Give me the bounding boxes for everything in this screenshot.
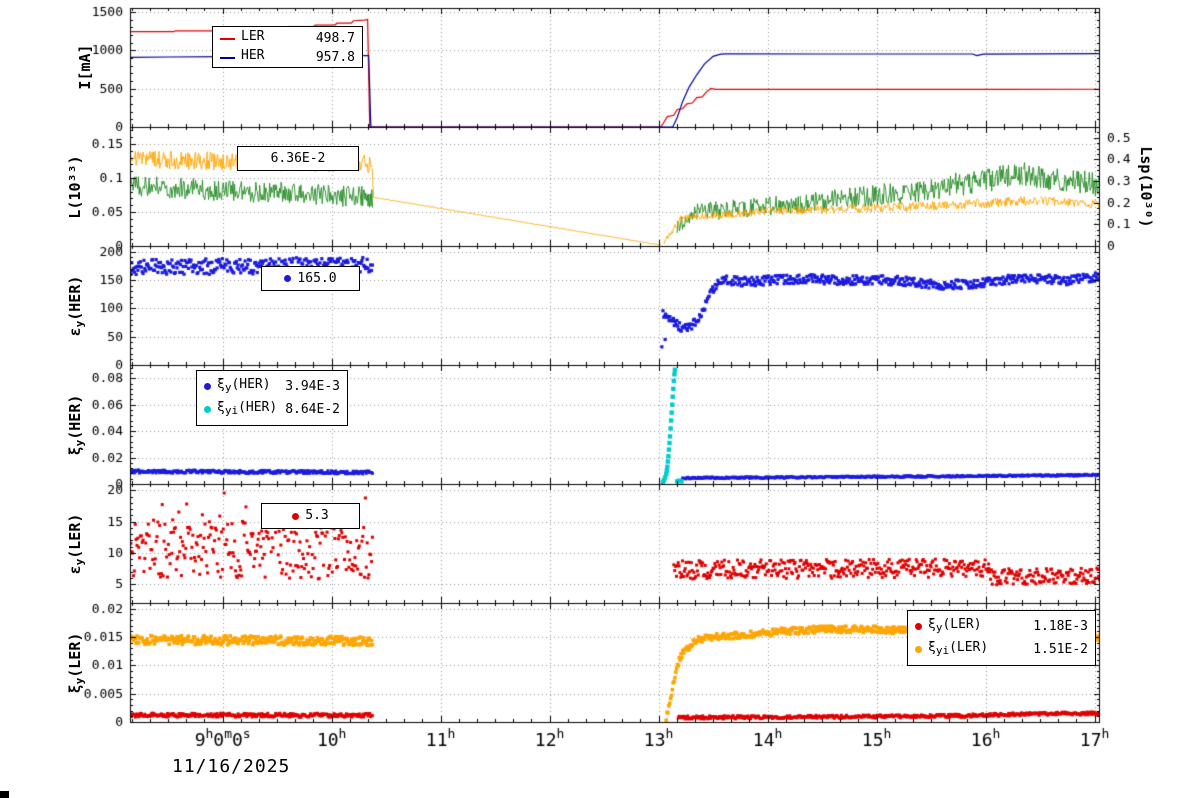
legend-row-her: HER 957.8 bbox=[220, 48, 355, 67]
ey-ler-dot-marker bbox=[292, 512, 300, 520]
legend-row-ler: LER 498.7 bbox=[220, 29, 355, 48]
legend-beam-current: LER 498.7 HER 957.8 bbox=[212, 26, 363, 68]
legend-row-xiyi-her: ξyi(HER) 8.64E-2 bbox=[204, 400, 340, 419]
y-axis-label-current: I[mA] bbox=[76, 44, 94, 90]
legend-ey-ler: 5.3 bbox=[261, 503, 360, 529]
legend-row-ey-ler: 5.3 bbox=[269, 508, 352, 524]
legend-xiy-her: ξy(HER) 3.94E-3 ξyi(HER) 8.64E-2 bbox=[196, 370, 348, 426]
y-axis-label-xiy-her: ξy(HER) bbox=[66, 394, 86, 456]
ey-her-dot-marker bbox=[284, 275, 292, 282]
legend-label: HER bbox=[241, 48, 265, 63]
y2-axis-label-lsp: Lsp(10³⁰) bbox=[1137, 146, 1155, 228]
legend-luminosity: 6.36E-2 bbox=[237, 146, 359, 171]
xiyi-ler-dot-marker bbox=[915, 646, 922, 653]
legend-ey-her: 165.0 bbox=[261, 266, 360, 291]
legend-value: 1.18E-3 bbox=[1033, 618, 1088, 634]
date-label: 11/16/2025 bbox=[172, 756, 291, 777]
legend-row-lum: 6.36E-2 bbox=[245, 151, 351, 167]
legend-value: 957.8 bbox=[315, 49, 355, 65]
legend-label: ξy(HER) bbox=[217, 377, 271, 394]
xiy-her-dot-marker bbox=[204, 383, 211, 390]
legend-row-ey-her: 165.0 bbox=[269, 271, 352, 287]
screen-artifact bbox=[0, 791, 9, 798]
y-axis-label-luminosity: L(10³³) bbox=[66, 155, 84, 219]
legend-value: 498.7 bbox=[315, 30, 355, 46]
y-axis-label-xiy-ler: ξy(LER) bbox=[66, 632, 86, 694]
her-line-marker bbox=[220, 56, 235, 59]
legend-value: 165.0 bbox=[297, 270, 337, 286]
legend-label: ξy(LER) bbox=[928, 617, 982, 634]
legend-value: 5.3 bbox=[305, 508, 329, 523]
legend-value: 6.36E-2 bbox=[270, 150, 326, 166]
y-axis-label-ey-ler: εy(LER) bbox=[66, 513, 86, 575]
legend-label: ξyi(HER) bbox=[217, 400, 278, 417]
xiyi-her-dot-marker bbox=[204, 406, 211, 413]
legend-value: 1.51E-2 bbox=[1033, 641, 1088, 657]
y-axis-label-ey-her: εy(HER) bbox=[66, 275, 86, 337]
xiy-ler-dot-marker bbox=[915, 623, 922, 630]
legend-row-xiyi-ler: ξyi(LER) 1.51E-2 bbox=[915, 640, 1088, 659]
legend-label: ξyi(LER) bbox=[928, 640, 989, 657]
legend-label: LER bbox=[241, 29, 265, 44]
legend-row-xiy-her: ξy(HER) 3.94E-3 bbox=[204, 377, 340, 396]
legend-row-xiy-ler: ξy(LER) 1.18E-3 bbox=[915, 617, 1088, 636]
legend-xiy-ler: ξy(LER) 1.18E-3 ξyi(LER) 1.51E-2 bbox=[907, 610, 1096, 666]
ler-line-marker bbox=[220, 37, 235, 40]
legend-value: 8.64E-2 bbox=[285, 401, 340, 417]
legend-value: 3.94E-3 bbox=[285, 378, 340, 394]
